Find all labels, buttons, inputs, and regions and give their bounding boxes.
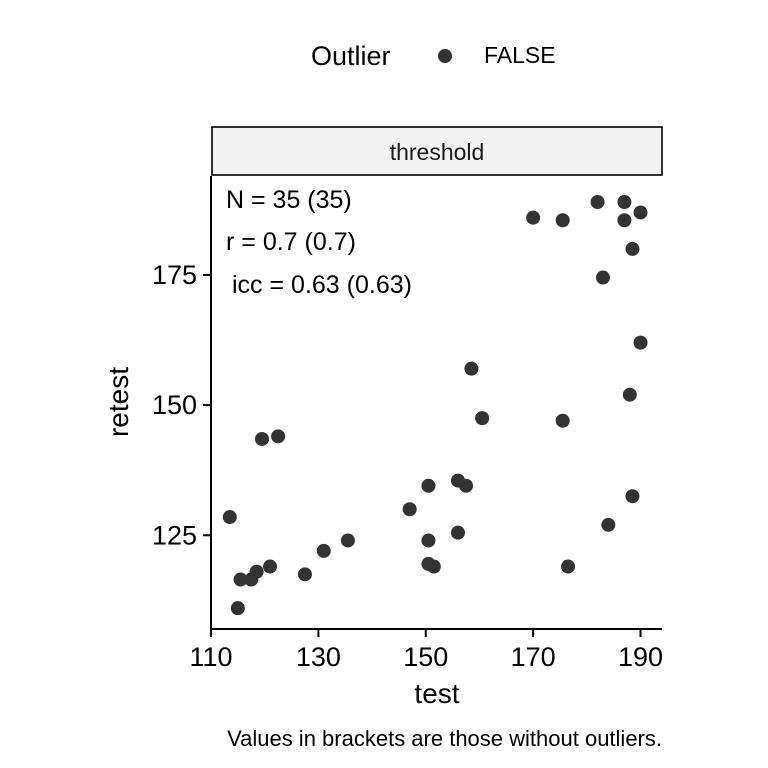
x-axis-title: test	[414, 678, 459, 709]
data-point	[222, 510, 237, 525]
data-point	[402, 502, 417, 517]
data-point	[271, 429, 286, 444]
annotation-r: r = 0.7 (0.7)	[226, 228, 356, 256]
data-point	[459, 478, 474, 493]
data-point	[555, 213, 570, 228]
data-point	[421, 478, 436, 493]
y-axis-title: retest	[103, 367, 134, 437]
data-point	[617, 213, 632, 228]
x-tick-label: 130	[296, 642, 341, 672]
data-point	[249, 564, 264, 579]
data-point	[464, 361, 479, 376]
panel-strip: threshold	[211, 126, 663, 176]
y-tick-label: 150	[152, 390, 197, 420]
annotation-icc: icc = 0.63 (0.63)	[232, 271, 412, 299]
data-point	[263, 559, 278, 574]
data-point	[601, 517, 616, 532]
data-point	[595, 270, 610, 285]
data-point	[475, 411, 490, 426]
x-tick-label: 190	[618, 642, 663, 672]
y-ticks: 125 150 175	[152, 260, 211, 550]
strip-background	[211, 126, 663, 176]
x-tick-label: 110	[189, 642, 232, 672]
data-point	[233, 572, 248, 587]
legend: Outlier FALSE	[311, 41, 556, 71]
data-point	[633, 335, 648, 350]
data-point	[561, 559, 576, 574]
data-point	[426, 559, 441, 574]
legend-key-point	[438, 49, 452, 63]
data-point	[555, 413, 570, 428]
data-point	[421, 533, 436, 548]
data-point	[622, 387, 637, 402]
data-point	[625, 241, 640, 256]
legend-label-false: FALSE	[484, 42, 556, 68]
data-point	[255, 431, 270, 446]
data-point	[316, 543, 331, 558]
x-ticks: 110 130 150 170 190	[189, 629, 663, 672]
data-point	[526, 210, 541, 225]
legend-title: Outlier	[311, 41, 391, 71]
data-point	[340, 533, 355, 548]
y-tick-label: 125	[152, 520, 197, 550]
y-tick-label: 175	[152, 260, 197, 290]
data-points	[222, 195, 648, 616]
data-point	[450, 525, 465, 540]
data-point	[625, 489, 640, 504]
annotation-n: N = 35 (35)	[226, 186, 352, 214]
data-point	[617, 195, 632, 210]
x-tick-label: 150	[403, 642, 448, 672]
data-point	[230, 601, 245, 616]
data-point	[297, 567, 312, 582]
strip-label: threshold	[390, 139, 485, 165]
data-point	[590, 195, 605, 210]
caption: Values in brackets are those without out…	[227, 726, 662, 751]
data-point	[633, 205, 648, 220]
x-tick-label: 170	[511, 642, 556, 672]
stats-annotation: N = 35 (35) r = 0.7 (0.7) icc = 0.63 (0.…	[226, 186, 412, 299]
